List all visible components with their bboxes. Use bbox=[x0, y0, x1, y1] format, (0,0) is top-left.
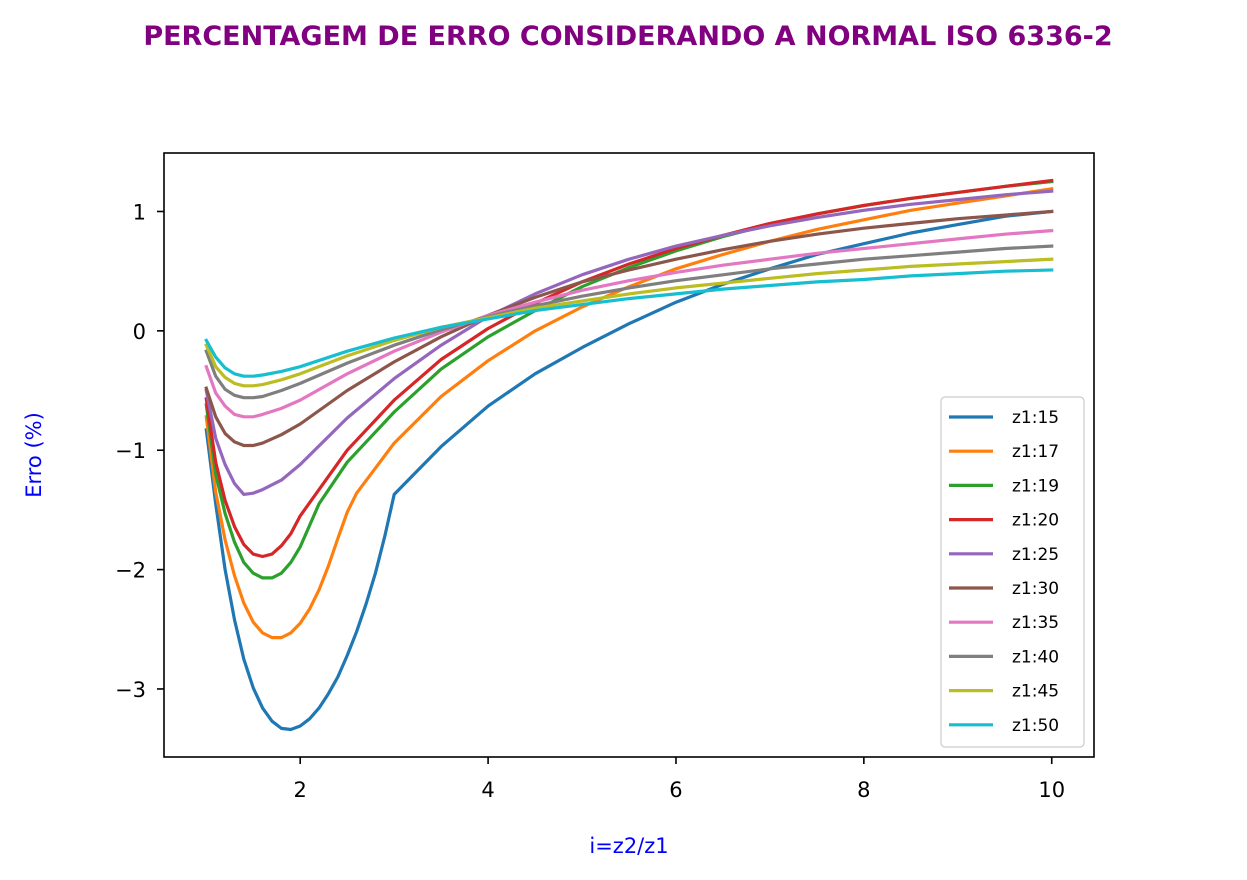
x-axis-ticks: 2 4 6 8 10 bbox=[294, 757, 1065, 802]
y-tick-label: 1 bbox=[133, 200, 146, 224]
legend-label: z1:17 bbox=[1012, 442, 1059, 462]
legend-items: z1:15 z1:17 z1:19 z1:20 z1:25 z1:30 z1:35 z1:40… bbox=[949, 408, 1059, 736]
x-tick-label: 2 bbox=[294, 778, 307, 802]
series-line-z1-25 bbox=[204, 189, 1054, 496]
legend-label: z1:35 bbox=[1012, 613, 1059, 633]
legend-label: z1:19 bbox=[1012, 476, 1059, 496]
series-line-z1-15 bbox=[204, 209, 1054, 732]
legend-label: z1:30 bbox=[1012, 579, 1059, 599]
y-tick-label: −1 bbox=[115, 439, 146, 463]
series-line-z1-17 bbox=[204, 186, 1054, 640]
series-line-z1-30 bbox=[204, 209, 1054, 448]
x-tick-label: 8 bbox=[857, 778, 870, 802]
chart-title: PERCENTAGEM DE ERRO CONSIDERANDO A NORMA… bbox=[143, 21, 1112, 52]
y-tick-label: 0 bbox=[133, 320, 146, 344]
series-line-z1-20 bbox=[204, 178, 1054, 559]
y-tick-label: −2 bbox=[115, 559, 146, 583]
x-tick-label: 10 bbox=[1038, 778, 1065, 802]
plot-frame bbox=[163, 152, 1095, 758]
y-axis-ticks: 1 0 −1 −2 −3 bbox=[115, 200, 164, 702]
x-tick-label: 6 bbox=[669, 778, 682, 802]
legend-label: z1:40 bbox=[1012, 647, 1059, 667]
x-tick-label: 4 bbox=[481, 778, 494, 802]
x-axis-label: i=z2/z1 bbox=[589, 834, 668, 858]
legend-label: z1:20 bbox=[1012, 511, 1059, 531]
series-layer bbox=[204, 178, 1054, 732]
series-line-z1-50 bbox=[204, 268, 1054, 378]
y-tick-label: −3 bbox=[115, 678, 146, 702]
legend-label: z1:15 bbox=[1012, 408, 1059, 428]
y-axis-label: Erro (%) bbox=[22, 412, 46, 498]
legend-label: z1:45 bbox=[1012, 682, 1059, 702]
legend-label: z1:50 bbox=[1012, 716, 1059, 736]
legend: z1:15 z1:17 z1:19 z1:20 z1:25 z1:30 z1:35 z1:40… bbox=[940, 396, 1085, 748]
legend-label: z1:25 bbox=[1012, 545, 1059, 565]
